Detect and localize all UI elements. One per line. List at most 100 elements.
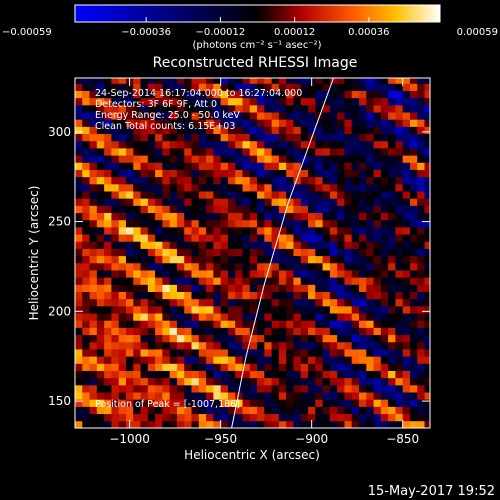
heatmap-cell xyxy=(409,413,418,422)
heatmap-cell xyxy=(75,155,83,163)
heatmap-cell xyxy=(337,334,345,343)
heatmap-cell xyxy=(155,313,163,321)
heatmap-cell xyxy=(162,78,171,84)
heatmap-cell xyxy=(89,219,98,228)
heatmap-cell xyxy=(169,377,178,386)
colorbar-tick-label: 0.00012 xyxy=(274,27,315,38)
heatmap-cell xyxy=(96,241,105,249)
heatmap-cell xyxy=(329,334,338,343)
heatmap-cell xyxy=(351,97,360,106)
heatmap-cell xyxy=(118,298,127,307)
heatmap-cell xyxy=(322,162,331,170)
heatmap-cell xyxy=(118,169,127,178)
heatmap-cell xyxy=(206,298,214,307)
heatmap-cell xyxy=(337,277,345,285)
heatmap-cell xyxy=(373,384,382,393)
heatmap-cell xyxy=(359,169,367,178)
heatmap-cell xyxy=(89,420,98,428)
heatmap-cell xyxy=(176,183,185,192)
heatmap-cell xyxy=(388,205,396,214)
heatmap-cell xyxy=(82,313,90,321)
heatmap-cell xyxy=(424,420,430,428)
heatmap-cell xyxy=(198,277,207,285)
heatmap-cell xyxy=(249,255,258,264)
heatmap-cell xyxy=(206,191,214,199)
heatmap-cell xyxy=(118,377,127,386)
heatmap-cell xyxy=(424,406,430,415)
heatmap-cell xyxy=(257,262,265,271)
heatmap-cell xyxy=(308,219,316,228)
heatmap-cell xyxy=(125,205,134,214)
heatmap-cell xyxy=(388,119,396,127)
heatmap-cell xyxy=(337,399,345,407)
heatmap-cell xyxy=(206,219,214,228)
heatmap-cell xyxy=(417,133,425,142)
heatmap-cell xyxy=(402,148,411,156)
heatmap-cell xyxy=(133,183,141,192)
heatmap-cell xyxy=(315,198,323,206)
heatmap-cell xyxy=(409,399,418,407)
heatmap-cell xyxy=(417,219,425,228)
heatmap-cell xyxy=(249,83,258,91)
heatmap-cell xyxy=(249,241,258,249)
heatmap-cell xyxy=(308,155,316,163)
heatmap-cell xyxy=(198,262,207,271)
heatmap-cell xyxy=(337,363,345,371)
heatmap-cell xyxy=(75,205,83,214)
heatmap-cell xyxy=(118,356,127,364)
heatmap-cell xyxy=(133,420,141,428)
heatmap-cell xyxy=(118,334,127,343)
heatmap-cell xyxy=(300,176,309,185)
heatmap-cell xyxy=(417,126,425,135)
heatmap-cell xyxy=(111,392,120,400)
heatmap-cell xyxy=(198,234,207,242)
x-axis-label: Heliocentric X (arcsec) xyxy=(184,448,320,462)
heatmap-cell xyxy=(373,183,382,192)
heatmap-cell xyxy=(424,377,430,386)
heatmap-cell xyxy=(417,212,425,221)
heatmap-cell xyxy=(300,183,309,192)
heatmap-cell xyxy=(191,327,200,336)
heatmap-cell xyxy=(264,148,273,156)
heatmap-cell xyxy=(409,327,418,336)
heatmap-cell xyxy=(242,140,251,149)
heatmap-cell xyxy=(402,155,411,163)
heatmap-cell xyxy=(308,248,316,257)
heatmap-cell xyxy=(344,356,353,364)
heatmap-cell xyxy=(213,176,222,185)
heatmap-cell xyxy=(286,413,294,422)
heatmap-cell xyxy=(308,97,316,106)
heatmap-cell xyxy=(213,305,222,314)
heatmap-cell xyxy=(191,148,200,156)
heatmap-cell xyxy=(118,262,127,271)
heatmap-cell xyxy=(227,205,236,214)
heatmap-cell xyxy=(82,334,90,343)
heatmap-cell xyxy=(111,148,120,156)
heatmap-cell xyxy=(417,255,425,264)
heatmap-cell xyxy=(373,291,382,300)
heatmap-cell xyxy=(155,112,163,120)
heatmap-cell xyxy=(249,126,258,135)
heatmap-cell xyxy=(300,205,309,214)
heatmap-cell xyxy=(359,104,367,113)
heatmap-cell xyxy=(359,248,367,257)
heatmap-cell xyxy=(271,248,280,257)
heatmap-cell xyxy=(293,169,302,178)
heatmap-cell xyxy=(366,191,374,199)
heatmap-cell xyxy=(315,377,323,386)
heatmap-cell xyxy=(417,148,425,156)
heatmap-cell xyxy=(322,112,331,120)
heatmap-cell xyxy=(402,226,411,235)
heatmap-cell xyxy=(293,363,302,371)
heatmap-cell xyxy=(271,191,280,199)
heatmap-cell xyxy=(278,169,287,178)
heatmap-cell xyxy=(278,305,287,314)
heatmap-cell xyxy=(133,320,141,328)
heatmap-cell xyxy=(424,248,430,257)
heatmap-cell xyxy=(300,363,309,371)
heatmap-cell xyxy=(278,126,287,135)
heatmap-cell xyxy=(162,191,171,199)
heatmap-cell xyxy=(220,119,229,127)
heatmap-cell xyxy=(344,262,353,271)
heatmap-cell xyxy=(220,155,229,163)
